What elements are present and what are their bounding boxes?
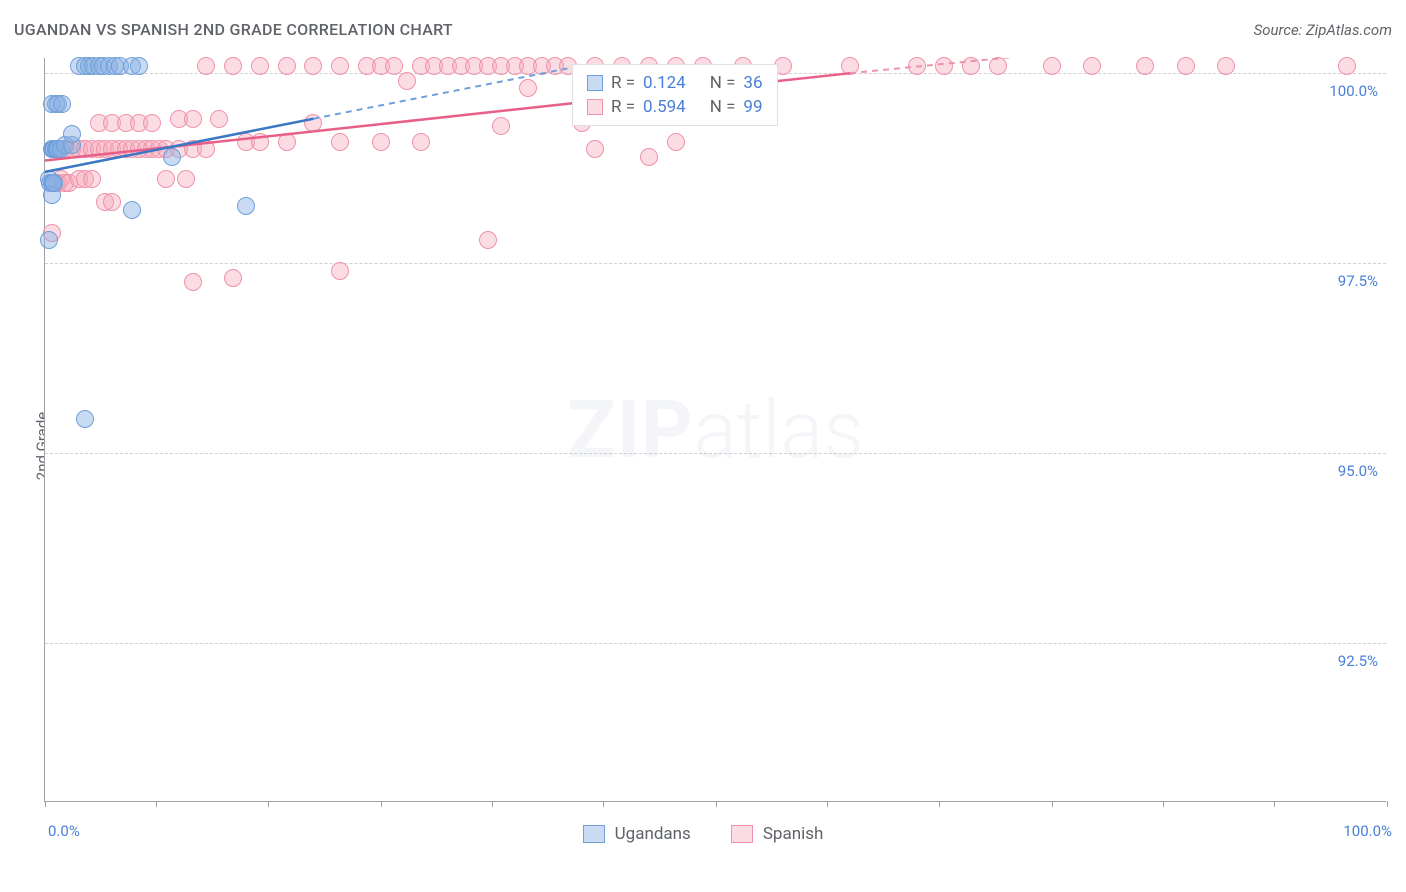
stats-r-label: R = [611,97,635,117]
trend-lines [45,58,1387,802]
stats-box: R = 0.124 N = 36 R = 0.594 N = 99 [572,64,778,126]
data-point-ugandans [63,125,81,143]
data-point-spanish [157,170,175,188]
x-tick [1052,801,1053,807]
data-point-ugandans [40,231,58,249]
chart-title: UGANDAN VS SPANISH 2ND GRADE CORRELATION… [14,20,453,39]
data-point-spanish [989,57,1007,75]
data-point-spanish [224,57,242,75]
data-point-spanish [412,133,430,151]
data-point-spanish [1177,57,1195,75]
data-point-spanish [841,57,859,75]
data-point-spanish [640,148,658,166]
data-point-spanish [1043,57,1061,75]
legend-swatch-spanish [731,825,753,843]
data-point-spanish [586,140,604,158]
legend-item-ugandans: Ugandans [583,824,691,844]
data-point-spanish [1338,57,1356,75]
data-point-spanish [331,57,349,75]
data-point-spanish [251,57,269,75]
x-tick [716,801,717,807]
watermark: ZIPatlas [567,383,864,477]
stats-row-spanish: R = 0.594 N = 99 [587,95,763,119]
data-point-spanish [1136,57,1154,75]
y-tick-label: 100.0% [1329,82,1378,100]
x-tick [492,801,493,807]
stats-n-label: N = [710,73,736,93]
stats-r-ugandans: 0.124 [643,73,686,93]
data-point-spanish [83,170,101,188]
stats-n-label: N = [710,97,736,117]
data-point-spanish [177,170,195,188]
data-point-spanish [908,57,926,75]
stats-r-label: R = [611,73,635,93]
data-point-spanish [197,57,215,75]
stats-row-ugandans: R = 0.124 N = 36 [587,71,763,95]
x-tick [827,801,828,807]
stats-r-spanish: 0.594 [643,97,686,117]
data-point-spanish [251,133,269,151]
legend-label-ugandans: Ugandans [615,824,691,844]
legend-label-spanish: Spanish [763,824,824,844]
data-point-spanish [372,133,390,151]
data-point-spanish [184,273,202,291]
data-point-spanish [962,57,980,75]
legend: Ugandans Spanish [0,824,1406,844]
data-point-spanish [197,140,215,158]
data-point-spanish [304,57,322,75]
stats-n-ugandans: 36 [743,73,762,93]
legend-swatch-ugandans [583,825,605,843]
x-tick [1274,801,1275,807]
x-tick [1387,801,1388,807]
scatter-plot: ZIPatlas R = 0.124 N = 36 R = 0.594 N = … [44,58,1386,802]
data-point-spanish [492,117,510,135]
data-point-ugandans [76,410,94,428]
data-point-ugandans [130,57,148,75]
gridline [45,453,1386,454]
y-tick-label: 97.5% [1338,272,1378,290]
x-tick [603,801,604,807]
data-point-spanish [143,114,161,132]
x-tick [381,801,382,807]
data-point-ugandans [45,174,63,192]
gridline [45,263,1386,264]
data-point-spanish [398,72,416,90]
data-point-spanish [224,269,242,287]
gridline [45,643,1386,644]
data-point-spanish [479,231,497,249]
data-point-spanish [304,114,322,132]
data-point-spanish [210,110,228,128]
x-tick [1163,801,1164,807]
y-tick-label: 95.0% [1338,462,1378,480]
source-label: Source: ZipAtlas.com [1254,21,1392,39]
data-point-spanish [1083,57,1101,75]
x-tick [268,801,269,807]
data-point-ugandans [53,95,71,113]
x-tick [45,801,46,807]
data-point-ugandans [123,201,141,219]
data-point-spanish [385,57,403,75]
data-point-spanish [278,57,296,75]
data-point-spanish [935,57,953,75]
data-point-spanish [1217,57,1235,75]
data-point-spanish [103,193,121,211]
data-point-spanish [331,262,349,280]
swatch-ugandans [587,75,603,91]
x-tick [939,801,940,807]
data-point-spanish [278,133,296,151]
stats-n-spanish: 99 [743,97,762,117]
legend-item-spanish: Spanish [731,824,824,844]
swatch-spanish [587,99,603,115]
x-tick [156,801,157,807]
data-point-spanish [519,79,537,97]
data-point-spanish [667,133,685,151]
data-point-ugandans [163,148,181,166]
data-point-ugandans [237,197,255,215]
y-tick-label: 92.5% [1338,652,1378,670]
data-point-spanish [184,110,202,128]
data-point-spanish [331,133,349,151]
